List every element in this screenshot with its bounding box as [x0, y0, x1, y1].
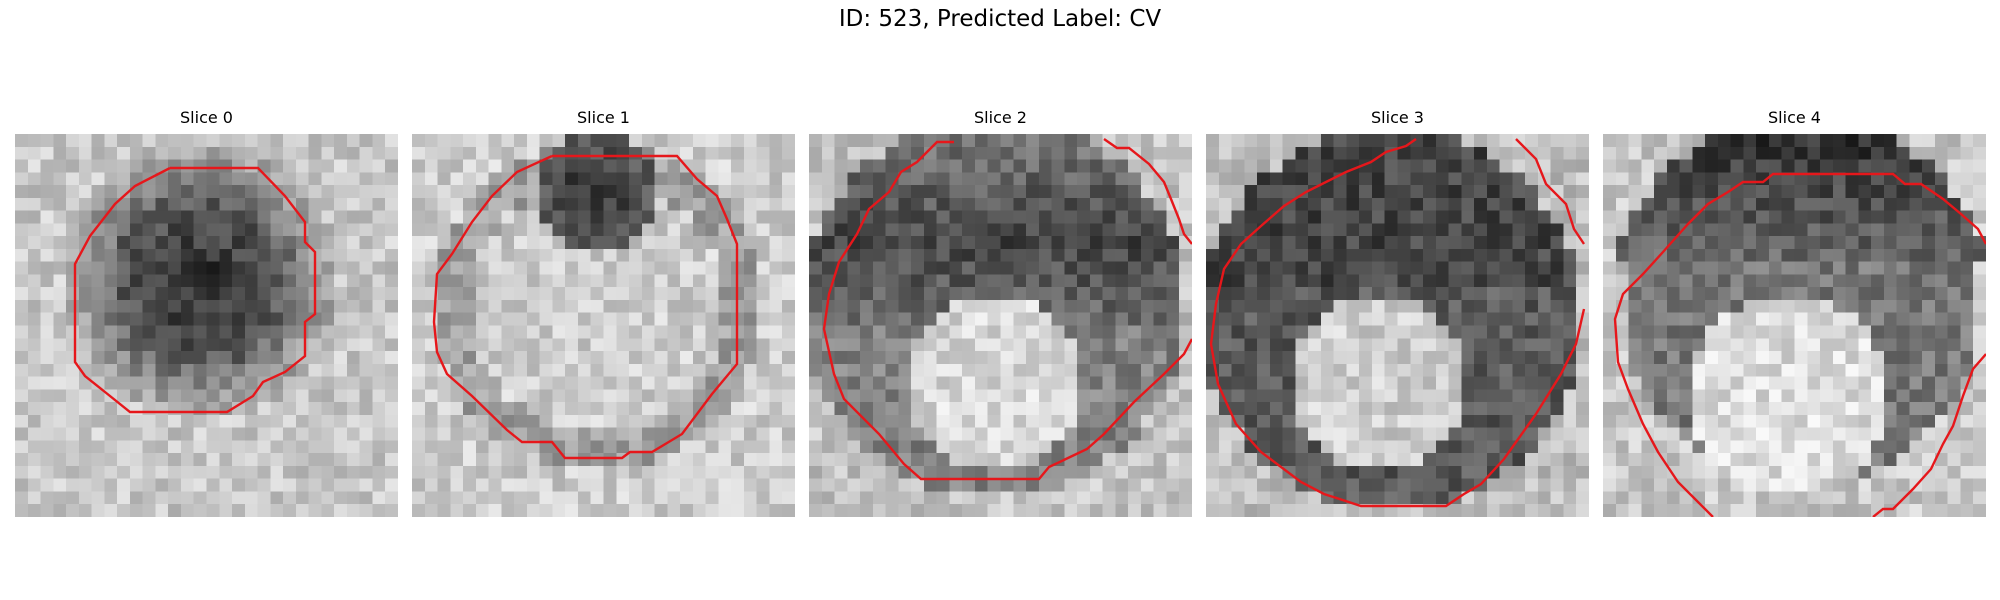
- slice-title: Slice 0: [180, 108, 233, 127]
- slice-title: Slice 2: [974, 108, 1027, 127]
- slice-title: Slice 3: [1371, 108, 1424, 127]
- grayscale-slice: [1603, 134, 1986, 517]
- slice-image: [1603, 134, 1986, 517]
- segmentation-contour: [822, 138, 1192, 481]
- slice-image: [1206, 134, 1589, 517]
- slice-image: [809, 134, 1192, 517]
- segmentation-contour: [432, 154, 739, 460]
- grayscale-slice: [809, 134, 1192, 517]
- segmentation-contour: [73, 166, 317, 414]
- grayscale-slice: [15, 134, 398, 517]
- grayscale-slice: [412, 134, 795, 517]
- slice-title: Slice 1: [577, 108, 630, 127]
- slice-image: [15, 134, 398, 517]
- figure-title: ID: 523, Predicted Label: CV: [838, 6, 1162, 32]
- slice-title: Slice 4: [1768, 108, 1821, 127]
- segmentation-contour: [1209, 138, 1586, 508]
- segmentation-contour: [1613, 172, 1986, 517]
- grayscale-slice: [1206, 134, 1589, 517]
- slice-image: [412, 134, 795, 517]
